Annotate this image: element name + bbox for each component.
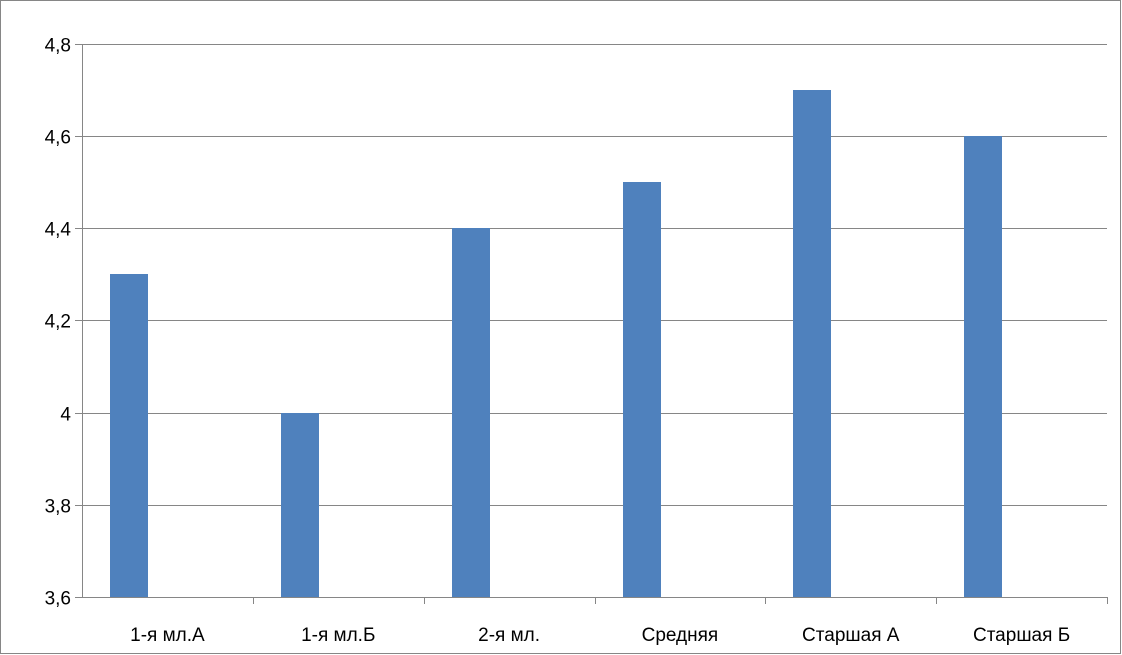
bar [281,413,319,598]
bar [793,90,831,598]
x-tick-label: Средняя [642,625,719,646]
y-axis-tick-labels: 3,6 3,8 4 4,2 4,4 4,6 4,8 [45,36,72,610]
axes [75,44,1108,604]
y-tick-label: 3,8 [45,497,71,518]
x-tick-label: 1-я мл.Б [301,625,375,646]
x-tick-label: Старшая Б [973,625,1070,646]
bar [964,136,1002,598]
bar [623,182,661,598]
y-tick-label: 4 [60,405,71,426]
gridlines [82,44,1107,506]
y-tick-label: 3,6 [45,589,71,610]
y-tick-label: 4,8 [45,36,71,57]
x-axis-tick-labels: 1-я мл.А 1-я мл.Б 2-я мл. Средняя Старшая А С… [130,625,1070,646]
bars [110,90,1002,598]
y-tick-label: 4,2 [45,312,71,333]
x-tick-label: 2-я мл. [478,625,540,646]
bar [452,228,490,598]
x-tick-label: 1-я мл.А [130,625,205,646]
y-tick-label: 4,6 [45,128,71,149]
x-tick-label: Старшая А [802,625,900,646]
bar [110,274,148,598]
y-tick-label: 4,4 [45,220,72,241]
